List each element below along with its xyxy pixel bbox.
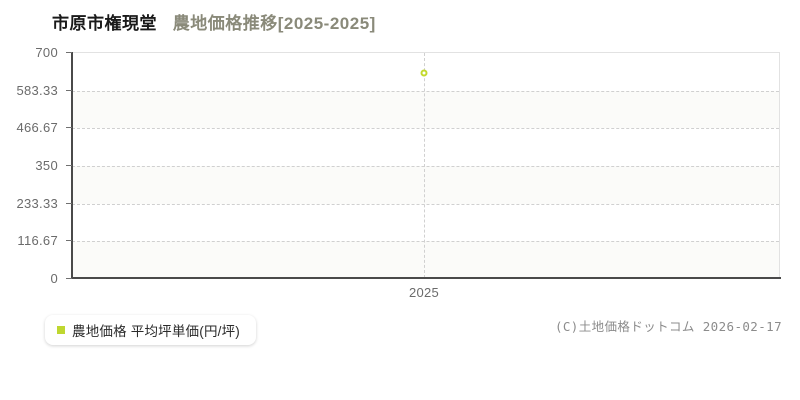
legend-label: 農地価格 平均坪単価(円/坪) <box>72 324 240 339</box>
plot-band <box>72 90 779 129</box>
y-tick-mark <box>66 165 72 166</box>
page-title: 市原市権現堂 農地価格推移[2025-2025] <box>52 9 376 34</box>
copyright-credit: (C)土地価格ドットコム 2026-02-17 <box>554 319 782 334</box>
y-tick-mark <box>66 127 72 129</box>
plot-band <box>72 128 779 166</box>
y-axis-line <box>71 52 73 279</box>
gridline-horizontal <box>72 241 779 243</box>
x-axis-line <box>71 277 781 279</box>
legend-swatch-icon <box>57 326 65 334</box>
gridline-horizontal <box>72 90 779 92</box>
gridline-horizontal <box>72 128 779 130</box>
plot-band <box>72 166 779 204</box>
y-tick-mark <box>66 52 72 53</box>
title-location: 市原市権現堂 <box>52 14 157 33</box>
plot-area <box>72 52 780 279</box>
gridline-horizontal <box>72 203 779 205</box>
y-tick-mark <box>66 202 72 204</box>
y-tick-label: 466.67 <box>16 120 58 136</box>
y-tick-mark <box>66 240 72 242</box>
data-point-2025[interactable] <box>420 69 428 77</box>
title-series-range: 農地価格推移[2025-2025] <box>172 14 376 33</box>
legend[interactable]: 農地価格 平均坪単価(円/坪) <box>45 315 256 345</box>
plot-band <box>72 203 779 242</box>
y-tick-mark <box>66 278 72 279</box>
gridline-horizontal <box>72 166 779 167</box>
y-tick-label: 116.67 <box>17 233 58 249</box>
y-tick-label: 0 <box>50 271 58 286</box>
y-tick-label: 583.33 <box>16 82 58 98</box>
y-tick-label: 700 <box>35 45 58 60</box>
x-tick-label-2025: 2025 <box>408 285 440 300</box>
y-tick-mark <box>66 89 72 91</box>
gridline-vertical <box>424 53 425 278</box>
y-tick-label: 350 <box>35 158 58 173</box>
y-tick-label: 233.33 <box>16 195 58 211</box>
plot-band <box>72 241 779 279</box>
